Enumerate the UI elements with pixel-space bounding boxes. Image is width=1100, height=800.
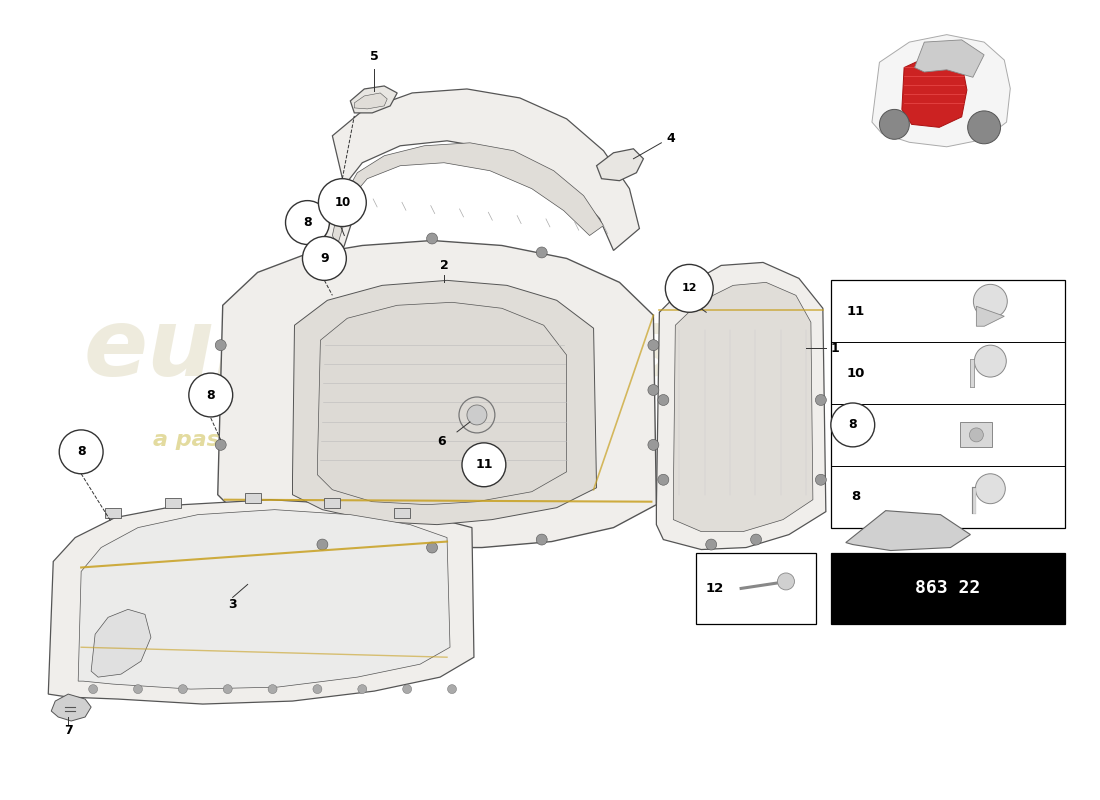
Circle shape: [427, 233, 438, 244]
Circle shape: [223, 685, 232, 694]
Polygon shape: [78, 510, 450, 689]
Circle shape: [462, 443, 506, 486]
Text: 9: 9: [851, 428, 860, 442]
Circle shape: [658, 394, 669, 406]
FancyBboxPatch shape: [696, 553, 816, 624]
Polygon shape: [596, 149, 644, 181]
Circle shape: [427, 542, 438, 553]
Circle shape: [312, 685, 322, 694]
FancyBboxPatch shape: [830, 280, 1065, 528]
Circle shape: [975, 345, 1006, 377]
Circle shape: [648, 385, 659, 395]
Text: eurospares: eurospares: [84, 304, 681, 396]
Text: 8: 8: [77, 446, 86, 458]
Text: 12: 12: [705, 582, 724, 595]
Bar: [165, 498, 180, 508]
Polygon shape: [673, 282, 813, 531]
Circle shape: [317, 243, 328, 254]
Text: 11: 11: [847, 305, 865, 318]
Circle shape: [448, 685, 456, 694]
Circle shape: [750, 534, 761, 545]
FancyBboxPatch shape: [830, 553, 1065, 624]
Circle shape: [706, 539, 717, 550]
Circle shape: [974, 284, 1008, 318]
Circle shape: [468, 405, 487, 425]
FancyBboxPatch shape: [960, 422, 992, 447]
Circle shape: [778, 573, 794, 590]
Circle shape: [216, 340, 227, 350]
Circle shape: [815, 394, 826, 406]
Polygon shape: [914, 40, 984, 78]
Polygon shape: [322, 89, 639, 266]
Circle shape: [133, 685, 143, 694]
Text: 5: 5: [370, 50, 378, 63]
Text: 10: 10: [847, 366, 865, 379]
Circle shape: [189, 373, 233, 417]
Polygon shape: [91, 610, 151, 677]
Circle shape: [815, 474, 826, 486]
Circle shape: [879, 110, 910, 139]
Circle shape: [536, 534, 547, 545]
Circle shape: [969, 428, 983, 442]
Text: 1: 1: [830, 342, 839, 354]
Polygon shape: [52, 694, 91, 721]
Bar: [394, 508, 410, 518]
Circle shape: [286, 201, 329, 245]
Circle shape: [358, 685, 366, 694]
Circle shape: [317, 539, 328, 550]
Circle shape: [216, 385, 227, 395]
Text: 2: 2: [440, 259, 449, 272]
Text: 8: 8: [848, 418, 857, 431]
Bar: [324, 498, 340, 508]
Polygon shape: [332, 142, 604, 246]
Circle shape: [658, 474, 669, 486]
Text: 12: 12: [681, 282, 698, 295]
Circle shape: [830, 403, 874, 447]
Text: 10: 10: [334, 196, 351, 209]
Text: 8: 8: [851, 490, 860, 503]
Polygon shape: [48, 500, 474, 704]
Circle shape: [178, 685, 187, 694]
Text: 8: 8: [207, 389, 216, 402]
Text: 4: 4: [667, 132, 675, 146]
Polygon shape: [354, 93, 387, 109]
Circle shape: [302, 237, 346, 280]
Circle shape: [89, 685, 98, 694]
Text: 9: 9: [320, 252, 329, 265]
Text: 8: 8: [304, 216, 311, 229]
Bar: [106, 508, 121, 518]
Text: 863 22: 863 22: [915, 579, 980, 598]
Polygon shape: [657, 262, 826, 550]
Circle shape: [318, 178, 366, 226]
Circle shape: [666, 265, 713, 312]
Polygon shape: [846, 510, 970, 550]
Polygon shape: [977, 306, 1004, 326]
Circle shape: [976, 474, 1005, 504]
Circle shape: [216, 439, 227, 450]
Polygon shape: [902, 55, 967, 127]
Circle shape: [648, 340, 659, 350]
Bar: [244, 493, 261, 502]
Text: 11: 11: [475, 458, 493, 471]
Polygon shape: [293, 280, 596, 525]
Circle shape: [968, 111, 1001, 144]
Circle shape: [268, 685, 277, 694]
Text: 6: 6: [438, 435, 447, 448]
Polygon shape: [218, 241, 657, 547]
Text: 7: 7: [64, 725, 73, 738]
Text: a passion for parts since 1983: a passion for parts since 1983: [153, 430, 531, 450]
Text: 12: 12: [682, 283, 697, 294]
Polygon shape: [318, 302, 566, 505]
Polygon shape: [350, 86, 397, 113]
Circle shape: [59, 430, 103, 474]
Circle shape: [403, 685, 411, 694]
Circle shape: [536, 247, 547, 258]
Text: 3: 3: [229, 598, 236, 611]
Polygon shape: [872, 34, 1010, 146]
Circle shape: [648, 439, 659, 450]
